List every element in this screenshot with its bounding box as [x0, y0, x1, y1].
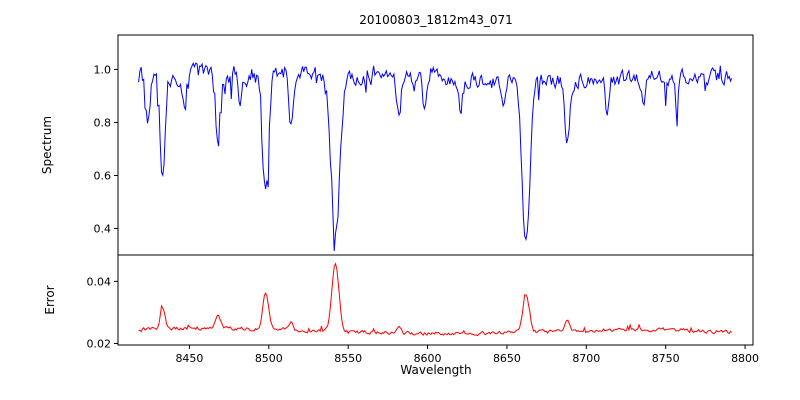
x-tick-label: 8800: [731, 352, 759, 365]
spectrum-y-tick-label: 0.6: [94, 169, 112, 182]
error-y-tick-label: 0.02: [87, 337, 112, 350]
spectrum-line: [138, 61, 733, 252]
spectrum-y-tick-label: 0.4: [94, 222, 112, 235]
x-tick-label: 8750: [652, 352, 680, 365]
error-line: [138, 262, 732, 337]
x-tick-label: 8450: [175, 352, 203, 365]
spectrum-panel-border: [117, 34, 754, 256]
x-tick-label: 8550: [334, 352, 362, 365]
x-tick-label: 8700: [572, 352, 600, 365]
x-tick-label: 8650: [493, 352, 521, 365]
x-tick-label: 8500: [255, 352, 283, 365]
spectrum-y-tick-label: 1.0: [94, 63, 112, 76]
x-axis-label: Wavelength: [400, 363, 472, 377]
error-y-tick-label: 0.04: [87, 275, 112, 288]
x-tick-label: 8600: [414, 352, 442, 365]
error-panel-border: [117, 254, 754, 346]
chart-title: 20100803_1812m43_071: [359, 13, 513, 27]
spectrum-y-tick-label: 0.8: [94, 116, 112, 129]
